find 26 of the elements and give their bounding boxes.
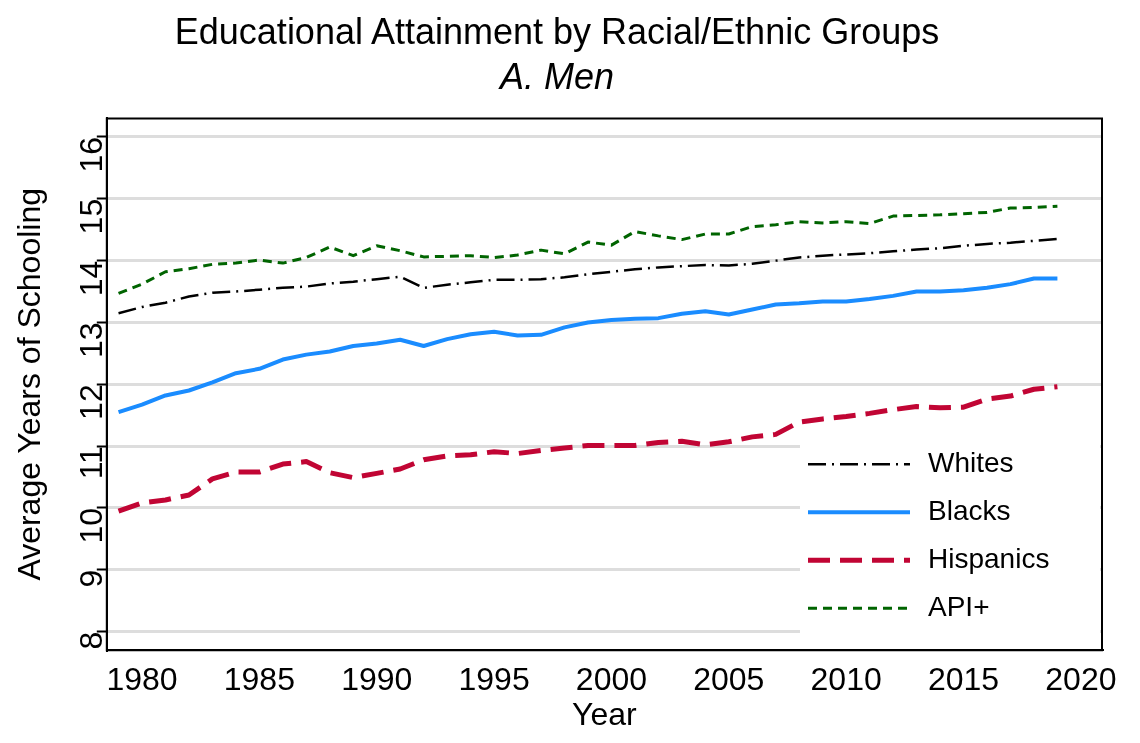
legend-label: Hispanics (928, 542, 1050, 574)
x-tick-label: 2005 (693, 661, 765, 698)
y-axis-title: Average Years of Schooling (11, 188, 48, 581)
chart-subtitle: A. Men (497, 55, 615, 97)
x-tick-label: 1990 (341, 661, 413, 698)
chart-title: Educational Attainment by Racial/Ethnic Groups (174, 10, 940, 52)
y-tick-label: 15 (72, 198, 109, 235)
legend-label: Whites (928, 446, 1014, 478)
x-tick-label: 2010 (810, 661, 882, 698)
x-tick-label: 2020 (1045, 661, 1117, 698)
legend-label: Blacks (928, 494, 1011, 526)
x-tick-label: 1985 (223, 661, 295, 698)
legend-label: API+ (928, 590, 990, 622)
y-tick-label: 16 (72, 136, 109, 173)
x-tick-label: 2015 (927, 661, 1000, 698)
y-tick-label: 8 (72, 631, 109, 650)
y-tick-label: 13 (72, 322, 109, 359)
x-axis-title: Year (572, 695, 638, 732)
y-tick-label: 10 (72, 507, 109, 544)
y-tick-label: 12 (72, 384, 109, 420)
x-tick-label: 1980 (106, 661, 178, 698)
y-tick-label: 9 (72, 569, 109, 588)
x-tick-label: 1995 (458, 661, 530, 698)
x-tick-label: 2000 (575, 661, 648, 698)
y-tick-label: 14 (72, 260, 109, 297)
y-tick-label: 11 (72, 446, 109, 480)
